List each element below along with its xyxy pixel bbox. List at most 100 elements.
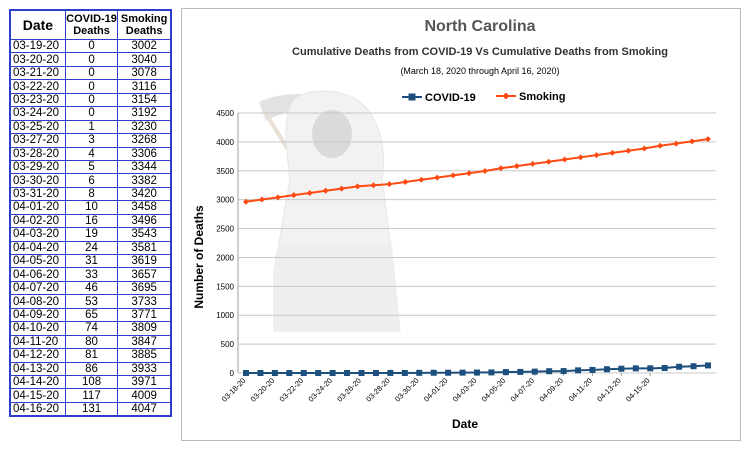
table-row: 04-01-20 10 3458	[9, 200, 172, 215]
cell-smoking-deaths: 3192	[117, 106, 172, 121]
table-row: 04-14-20 108 3971	[9, 374, 172, 390]
cell-covid-deaths: 46	[64, 280, 119, 296]
y-tick-label: 4000	[216, 138, 234, 147]
chart-title: North Carolina	[424, 18, 535, 35]
cell-covid-deaths: 117	[64, 388, 119, 403]
data-point-covid-19	[387, 369, 394, 376]
cell-smoking-deaths: 3885	[117, 348, 172, 363]
data-point-covid-19	[575, 367, 582, 374]
cell-date: 03-22-20	[9, 79, 66, 94]
table-row: 03-30-20 6 3382	[9, 173, 172, 188]
cell-smoking-deaths: 3344	[117, 159, 172, 175]
cell-smoking-deaths: 3116	[117, 79, 172, 94]
data-point-smoking	[641, 145, 648, 152]
y-tick-label: 3000	[216, 196, 234, 205]
cell-date: 04-14-20	[9, 374, 66, 390]
cell-date: 04-15-20	[9, 388, 66, 403]
data-point-smoking	[625, 147, 632, 154]
x-tick-label: 03-30-20	[393, 376, 421, 404]
data-point-smoking	[386, 181, 393, 188]
cell-covid-deaths: 16	[64, 213, 119, 229]
cell-date: 04-09-20	[9, 307, 66, 323]
cell-smoking-deaths: 3933	[117, 361, 172, 376]
cell-covid-deaths: 8	[64, 186, 119, 202]
x-tick-label: 03-28-20	[364, 376, 392, 404]
x-tick-label: 04-07-20	[509, 376, 537, 404]
legend-covid-label: COVID-19	[425, 92, 476, 104]
data-point-covid-19	[257, 370, 264, 376]
cell-date: 03-24-20	[9, 106, 66, 121]
data-point-smoking	[529, 160, 536, 167]
x-tick-label: 03-24-20	[306, 376, 334, 404]
cell-date: 04-02-20	[9, 213, 66, 229]
cell-covid-deaths: 3	[64, 133, 119, 148]
cell-covid-deaths: 65	[64, 307, 119, 323]
table-row: 03-20-20 0 3040	[9, 52, 172, 67]
header-smoking: Smoking Deaths	[117, 9, 172, 40]
table-row: 03-21-20 0 3078	[9, 65, 172, 81]
cell-date: 03-20-20	[9, 52, 66, 67]
y-tick-label: 0	[230, 369, 235, 378]
cell-covid-deaths: 74	[64, 321, 119, 336]
table-row: 04-12-20 81 3885	[9, 348, 172, 363]
cell-date: 04-12-20	[9, 348, 66, 363]
data-point-covid-19	[531, 368, 538, 375]
cell-date: 03-27-20	[9, 133, 66, 148]
cell-smoking-deaths: 3619	[117, 253, 172, 269]
cell-covid-deaths: 0	[64, 65, 119, 81]
cell-smoking-deaths: 3657	[117, 267, 172, 282]
x-tick-label: 04-09-20	[537, 376, 565, 404]
cell-smoking-deaths: 3420	[117, 186, 172, 202]
cell-date: 04-04-20	[9, 240, 66, 256]
table-row: 03-31-20 8 3420	[9, 186, 172, 202]
cell-smoking-deaths: 3543	[117, 227, 172, 242]
data-point-covid-19	[459, 369, 466, 376]
data-point-covid-19	[560, 368, 567, 375]
legend-covid-marker	[408, 93, 416, 101]
data-point-smoking	[306, 189, 313, 196]
table-row: 03-29-20 5 3344	[9, 159, 172, 175]
cell-covid-deaths: 10	[64, 200, 119, 215]
table-row: 03-28-20 4 3306	[9, 146, 172, 161]
cell-covid-deaths: 80	[64, 334, 119, 350]
table-row: 04-08-20 53 3733	[9, 294, 172, 309]
cell-covid-deaths: 5	[64, 159, 119, 175]
cell-date: 03-28-20	[9, 146, 66, 161]
table-row: 04-07-20 46 3695	[9, 280, 172, 296]
data-point-smoking	[609, 149, 616, 156]
data-point-covid-19	[474, 369, 480, 376]
header-smoking-line2: Deaths	[125, 25, 163, 37]
data-point-covid-19	[661, 365, 668, 372]
table-row: 04-09-20 65 3771	[9, 307, 172, 323]
data-point-smoking	[497, 165, 504, 172]
cell-covid-deaths: 0	[64, 79, 119, 94]
data-point-smoking	[513, 163, 520, 170]
y-tick-label: 1500	[216, 282, 234, 291]
grim-reaper-watermark	[259, 90, 401, 332]
cell-smoking-deaths: 3078	[117, 65, 172, 81]
cell-smoking-deaths: 3002	[117, 38, 172, 54]
data-point-smoking	[434, 174, 441, 181]
legend-smoking-marker	[502, 92, 510, 100]
x-tick-label: 04-13-20	[595, 376, 623, 404]
cell-covid-deaths: 53	[64, 294, 119, 309]
cell-covid-deaths: 0	[64, 38, 119, 54]
cell-date: 04-10-20	[9, 321, 66, 336]
cell-smoking-deaths: 3230	[117, 119, 172, 135]
cell-smoking-deaths: 3809	[117, 321, 172, 336]
cell-smoking-deaths: 3581	[117, 240, 172, 256]
cell-smoking-deaths: 4009	[117, 388, 172, 403]
data-point-covid-19	[329, 370, 336, 376]
x-tick-label: 04-15-20	[624, 376, 652, 404]
cell-date: 03-23-20	[9, 92, 66, 108]
cell-date: 04-05-20	[9, 253, 66, 269]
data-point-covid-19	[344, 370, 351, 376]
cell-date: 03-31-20	[9, 186, 66, 202]
data-point-covid-19	[517, 368, 524, 375]
y-tick-label: 2500	[216, 225, 234, 234]
cell-smoking-deaths: 3496	[117, 213, 172, 229]
y-axis-label: Number of Deaths	[192, 205, 206, 309]
table-row: 03-19-20 0 3002	[9, 38, 172, 54]
chart-panel: North Carolina Cumulative Deaths from CO…	[181, 8, 741, 441]
data-point-covid-19	[632, 365, 639, 372]
